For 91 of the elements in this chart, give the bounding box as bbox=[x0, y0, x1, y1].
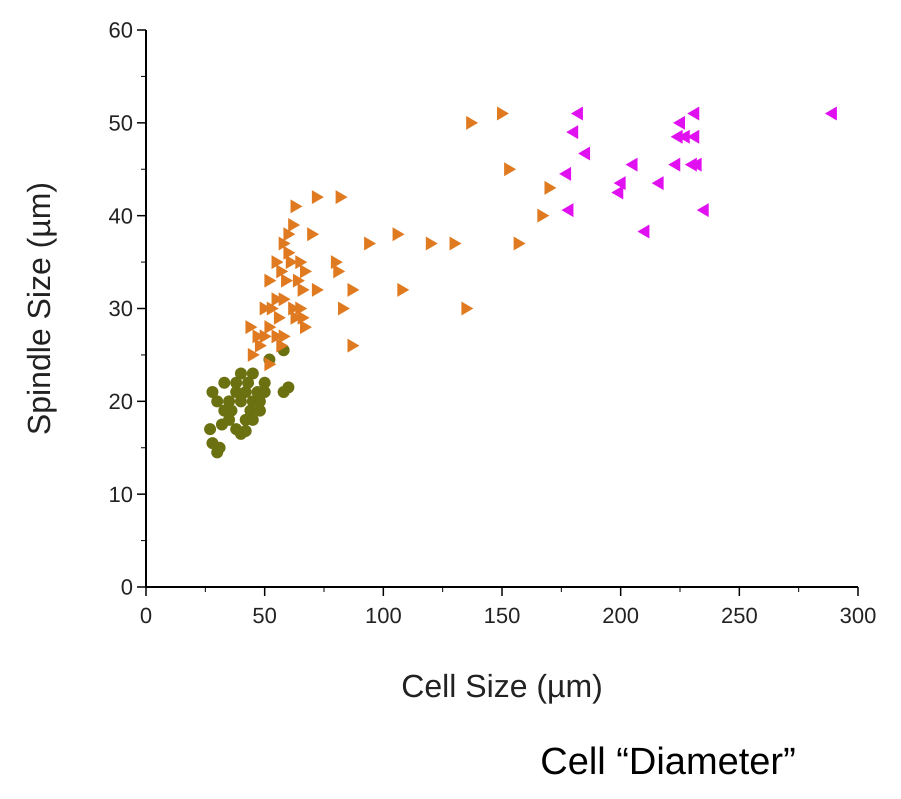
point bbox=[295, 255, 308, 270]
point bbox=[307, 227, 320, 242]
y-tick-label: 50 bbox=[108, 110, 133, 136]
point bbox=[626, 158, 638, 172]
point bbox=[254, 338, 267, 353]
point bbox=[497, 106, 509, 121]
x-tick-label: 0 bbox=[140, 603, 152, 628]
point bbox=[504, 162, 516, 176]
point bbox=[614, 176, 626, 190]
point bbox=[570, 106, 583, 121]
point bbox=[282, 381, 294, 394]
point bbox=[696, 203, 709, 218]
point bbox=[397, 282, 410, 297]
point bbox=[242, 376, 254, 389]
point bbox=[312, 282, 324, 297]
x-tick-label: 100 bbox=[364, 603, 402, 628]
point bbox=[234, 367, 247, 380]
point bbox=[290, 199, 303, 214]
point bbox=[272, 255, 284, 270]
point bbox=[292, 274, 305, 288]
point bbox=[514, 236, 526, 251]
point bbox=[244, 404, 256, 417]
point bbox=[258, 376, 271, 389]
point bbox=[283, 227, 296, 242]
point bbox=[637, 224, 650, 238]
point bbox=[668, 158, 680, 172]
point bbox=[276, 338, 288, 353]
point bbox=[544, 180, 556, 195]
point bbox=[204, 423, 216, 436]
y-tick-label: 0 bbox=[120, 574, 133, 600]
point bbox=[461, 302, 474, 316]
x-tick-label: 300 bbox=[840, 603, 876, 628]
point bbox=[278, 329, 291, 344]
point bbox=[298, 310, 310, 325]
point bbox=[347, 338, 360, 353]
point bbox=[333, 264, 346, 278]
point bbox=[230, 376, 242, 389]
point bbox=[276, 264, 288, 278]
x-axis-title: Cell Size (µm) bbox=[401, 668, 603, 704]
point bbox=[466, 116, 478, 130]
point bbox=[392, 227, 405, 242]
point bbox=[264, 320, 276, 334]
y-tick-label: 30 bbox=[108, 296, 133, 322]
point bbox=[266, 302, 279, 316]
point bbox=[281, 274, 294, 288]
point bbox=[246, 367, 259, 380]
point bbox=[260, 329, 272, 344]
point bbox=[561, 203, 574, 218]
point bbox=[248, 348, 260, 362]
point bbox=[274, 310, 286, 325]
y-tick-label: 40 bbox=[108, 203, 133, 228]
point bbox=[611, 185, 624, 200]
point bbox=[264, 274, 276, 288]
point bbox=[218, 376, 230, 389]
x-tick-label: 150 bbox=[484, 603, 520, 628]
x-tick-label: 250 bbox=[720, 603, 758, 628]
point bbox=[234, 395, 247, 408]
point bbox=[687, 106, 700, 121]
y-tick-label: 60 bbox=[108, 18, 133, 43]
point bbox=[426, 236, 438, 251]
x-tick-label: 50 bbox=[252, 603, 277, 628]
point bbox=[288, 218, 300, 232]
point bbox=[673, 116, 685, 130]
y-tick-label: 10 bbox=[108, 482, 133, 507]
point bbox=[298, 282, 310, 297]
y-tick-label: 20 bbox=[108, 389, 133, 414]
point bbox=[245, 320, 258, 334]
point bbox=[364, 236, 376, 251]
point bbox=[312, 190, 324, 204]
point bbox=[566, 125, 578, 140]
point bbox=[278, 292, 291, 306]
y-axis-title: Spindle Size (µm) bbox=[21, 182, 57, 436]
point bbox=[347, 282, 360, 297]
point bbox=[824, 106, 837, 121]
point bbox=[300, 320, 312, 334]
text: Cell “Diameter” bbox=[540, 741, 796, 783]
point bbox=[336, 190, 348, 204]
point bbox=[211, 395, 224, 408]
point bbox=[283, 246, 296, 260]
point bbox=[264, 357, 276, 372]
point bbox=[278, 236, 291, 251]
point bbox=[300, 264, 312, 278]
point bbox=[206, 386, 218, 398]
x-tick-label: 200 bbox=[602, 603, 640, 628]
point bbox=[578, 146, 590, 160]
point bbox=[537, 208, 550, 223]
point bbox=[330, 255, 343, 270]
point bbox=[450, 236, 462, 251]
point bbox=[559, 166, 572, 181]
point bbox=[338, 302, 350, 316]
point bbox=[652, 176, 664, 190]
